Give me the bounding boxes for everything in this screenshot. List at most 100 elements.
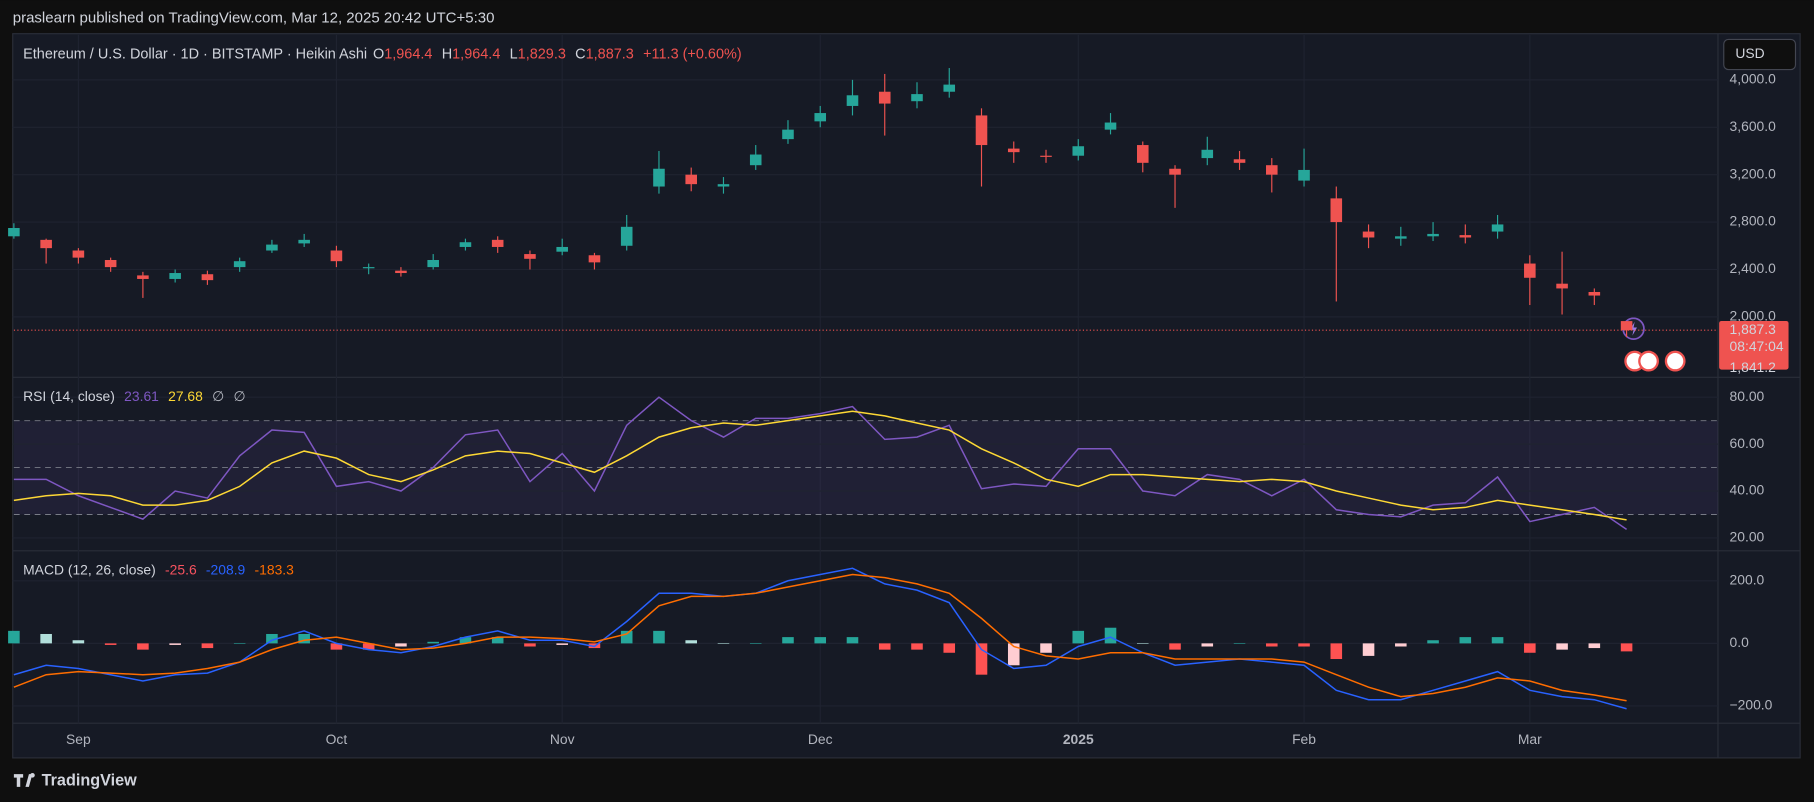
candle-body — [878, 91, 891, 104]
macd-histogram-bar — [8, 630, 20, 644]
macd-histogram-bar — [653, 630, 665, 644]
macd-histogram-bar — [1395, 643, 1407, 647]
macd-histogram-bar — [620, 630, 633, 644]
candle-body — [685, 174, 698, 185]
macd-histogram-bar — [137, 643, 149, 650]
candle-body — [653, 168, 665, 187]
event-flag[interactable] — [1638, 350, 1659, 372]
candle-body — [1233, 159, 1246, 163]
ohlc-key: C — [575, 46, 585, 62]
y-tick-label: 2,800.0 — [1730, 213, 1777, 229]
candle-body — [1427, 233, 1439, 237]
candle-body — [556, 246, 568, 252]
x-tick-label: Sep — [66, 731, 91, 747]
candle-body — [266, 244, 278, 251]
macd-histogram-bar — [40, 633, 52, 644]
candle-body — [169, 273, 181, 279]
low-price-label: 1,841.2 — [1730, 359, 1777, 375]
candle-body — [1040, 155, 1052, 157]
macd-readout: -183.3 — [255, 561, 295, 577]
macd-histogram-bar — [298, 633, 310, 644]
macd-histogram-bar — [685, 640, 698, 644]
macd-histogram-bar — [943, 643, 956, 653]
candle-body — [588, 255, 601, 263]
candle-body — [298, 239, 310, 244]
macd-histogram-bar — [911, 643, 923, 650]
candle-body — [201, 274, 214, 281]
candle-body — [620, 226, 633, 246]
y-tick-label: 0.0 — [1730, 634, 1750, 650]
ohlc-key: L — [510, 46, 518, 62]
macd-histogram-bar — [1588, 643, 1601, 649]
price-legend: Ethereum / U.S. Dollar · 1D · BITSTAMP ·… — [23, 46, 742, 62]
macd-histogram-bar — [1298, 643, 1310, 647]
candle-body — [1104, 122, 1117, 130]
macd-histogram-bar — [717, 643, 730, 644]
candle-body — [814, 113, 827, 122]
macd-histogram-bar — [782, 637, 794, 644]
macd-histogram-bar — [395, 643, 407, 647]
macd-histogram-bar — [1233, 643, 1246, 644]
rsi-line — [13, 396, 1628, 531]
countdown-label: 08:47:04 — [1730, 338, 1784, 354]
macd-histogram-bar — [1266, 643, 1278, 647]
macd-histogram-bar — [201, 643, 214, 649]
candle-body — [717, 184, 730, 187]
candle-body — [8, 228, 20, 237]
macd-line — [13, 573, 1627, 702]
macd-histogram-bar — [524, 643, 536, 647]
currency-button[interactable] — [1723, 38, 1797, 71]
candle-body — [1201, 149, 1214, 159]
candle-body — [1524, 263, 1536, 278]
macd-histogram-bar — [878, 643, 891, 650]
ohlc-value: 1,964.4 — [452, 46, 500, 62]
candle-body — [1007, 148, 1020, 153]
candle-body — [459, 242, 472, 247]
brand-logo — [13, 772, 35, 787]
macd-histogram-bar — [1072, 630, 1085, 644]
candle-body — [72, 250, 85, 258]
event-icons — [1622, 317, 1686, 372]
candle-body — [1362, 231, 1375, 238]
candle-body — [1169, 168, 1181, 175]
macd-histogram-bar — [104, 643, 117, 645]
candle-body — [911, 94, 923, 102]
macd-title: MACD (12, 26, close) — [23, 561, 156, 577]
candle-body — [395, 270, 407, 274]
candle-body — [40, 239, 52, 249]
macd-histogram-bar — [1104, 627, 1117, 644]
y-tick-label: 200.0 — [1730, 571, 1765, 587]
event-flag[interactable] — [1664, 350, 1686, 372]
candle-body — [104, 259, 117, 268]
y-tick-label: 80.00 — [1730, 388, 1765, 404]
ohlc-key: H — [442, 46, 452, 62]
y-tick-label: 20.00 — [1730, 529, 1765, 545]
macd-histogram-bar — [1169, 643, 1181, 650]
ohlc-value: 1,829.3 — [518, 46, 566, 62]
macd-histogram-bar — [1330, 643, 1343, 660]
x-tick-label: Nov — [550, 731, 575, 747]
y-tick-label: 2,400.0 — [1730, 260, 1777, 276]
x-tick-label: Feb — [1292, 731, 1316, 747]
macd-histogram-bar — [72, 640, 85, 644]
y-tick-label: 60.00 — [1730, 435, 1765, 451]
macd-histogram-bar — [1620, 643, 1633, 652]
candle-body — [1491, 224, 1504, 232]
last-price-badge — [1719, 320, 1789, 370]
macd-histogram-bar — [1040, 643, 1052, 653]
last-price-label: 1,887.3 — [1730, 321, 1777, 337]
x-tick-label: Mar — [1518, 731, 1542, 747]
candle-body — [846, 95, 859, 106]
candle-body — [1266, 165, 1278, 175]
macd-histogram-bar — [1556, 643, 1568, 650]
candle-body — [975, 115, 988, 146]
macd-histogram-bar — [266, 633, 278, 644]
y-tick-label: 40.00 — [1730, 482, 1765, 498]
rsi-line — [13, 410, 1627, 521]
brand: TradingView — [13, 771, 137, 789]
event-icon-glyph — [1630, 321, 1637, 336]
macd-legend: MACD (12, 26, close) -25.6 -208.9 -183.3 — [23, 561, 294, 577]
candle-body — [749, 154, 762, 166]
macd-histogram-bar — [1459, 637, 1472, 644]
